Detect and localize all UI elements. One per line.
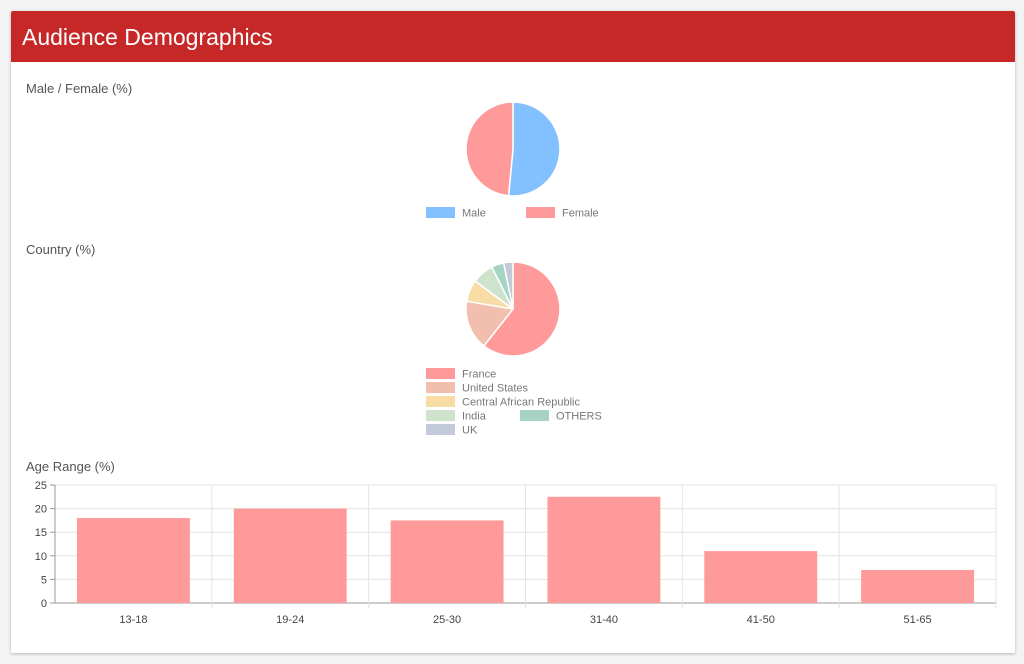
x-tick-label-19-24: 19-24 [276,614,304,626]
country-legend: France United States Central African Repub… [426,368,602,437]
legend-label-others: OTHERS [556,411,602,423]
x-tick-label-13-18: 13-18 [119,614,147,626]
country-slice-france [482,261,561,357]
y-tick-label: 20 [35,504,47,516]
legend-label-france: France [462,369,496,381]
country-slice-uk [502,261,514,310]
legend-swatch-united-states [426,382,455,393]
gender-slice-female [465,101,514,197]
legend-label-male: Male [462,208,486,220]
bar-51-65 [861,569,975,603]
legend-swatch-others [520,410,549,421]
y-tick-label: 5 [41,574,47,586]
y-tick-label: 0 [41,598,47,610]
age-bar-chart: 0 5 10 15 20 25 13-18 19-24 25-30 31-40 41-50 51-65 [35,480,997,626]
gender-pie-chart [465,101,561,197]
gender-legend: Male Female [426,207,599,220]
legend-swatch-india [426,410,455,421]
y-tick-label: 25 [35,480,47,492]
y-tick-label: 15 [35,527,47,539]
bar-41-50 [704,551,818,603]
bar-25-30 [390,520,504,603]
legend-label-uk: UK [462,425,478,437]
x-tick-label-41-50: 41-50 [747,614,775,626]
gender-chart-title: Male / Female (%) [26,81,133,96]
gender-slice-male [507,101,561,197]
y-tick-label: 10 [35,551,47,563]
x-tick-label-31-40: 31-40 [590,614,618,626]
bar-13-18 [76,518,190,603]
charts-canvas: Male Female France United States Central Af… [35,101,997,626]
country-slice-united-states [465,300,515,347]
legend-swatch-female [526,207,555,218]
legend-label-united-states: United States [462,383,529,395]
legend-swatch-male [426,207,455,218]
bar-19-24 [233,508,347,603]
legend-swatch-central-african-republic [426,396,455,407]
legend-label-female: Female [562,208,599,220]
age-chart-title: Age Range (%) [26,459,115,474]
x-tick-label-51-65: 51-65 [904,614,932,626]
legend-swatch-france [426,368,455,379]
audience-demographics-card: Audience Demographics Male / Female (%) … [11,11,1015,653]
country-pie-chart [465,261,561,357]
legend-label-central-african-republic: Central African Republic [462,397,581,409]
bar-31-40 [547,496,661,603]
legend-label-india: India [462,411,487,423]
x-tick-label-25-30: 25-30 [433,614,461,626]
page-title: Audience Demographics [22,24,273,50]
country-chart-title: Country (%) [26,242,96,257]
card-header: Audience Demographics [11,11,1015,62]
legend-swatch-uk [426,424,455,435]
